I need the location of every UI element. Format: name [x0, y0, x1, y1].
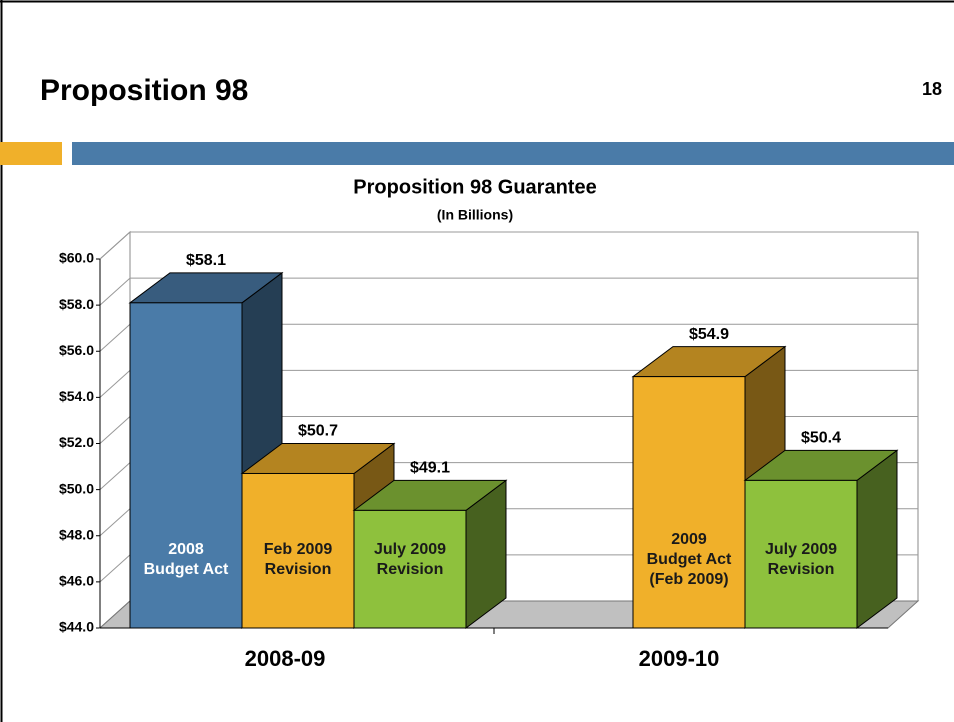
- value-label: $50.7: [298, 423, 338, 440]
- bar: [353, 509, 467, 629]
- bar-label: Feb 2009: [264, 541, 333, 558]
- y-tick-label: $46.0: [59, 573, 94, 589]
- bar-label: Budget Act: [144, 561, 229, 578]
- slide-title: Proposition 98: [40, 74, 248, 107]
- bar: [632, 376, 746, 629]
- value-label: $49.1: [410, 460, 450, 477]
- chart-subtitle: (In Billions): [437, 207, 513, 223]
- page-number: 18: [922, 79, 942, 99]
- accent-bar: [0, 142, 62, 165]
- y-tick-label: $44.0: [59, 619, 94, 635]
- y-tick-label: $60.0: [59, 250, 94, 266]
- bar-label: Revision: [265, 561, 332, 578]
- y-tick-label: $48.0: [59, 526, 94, 542]
- y-tick-label: $56.0: [59, 342, 94, 358]
- bar-side: [856, 449, 898, 629]
- header-bar: [72, 142, 954, 165]
- grid-line: [99, 231, 918, 260]
- bar: [129, 302, 243, 629]
- y-tick-label: $52.0: [59, 434, 94, 450]
- x-tick-label: 2009-10: [639, 646, 720, 671]
- bar-label: (Feb 2009): [649, 571, 728, 588]
- bar-label: Revision: [377, 561, 444, 578]
- y-tick-label: $54.0: [59, 388, 94, 404]
- x-tick-label: 2008-09: [245, 646, 326, 671]
- value-label: $58.1: [186, 252, 226, 269]
- bar-label: Revision: [768, 561, 835, 578]
- bar-label: 2008: [168, 541, 204, 558]
- value-label: $54.9: [689, 326, 729, 343]
- y-tick-label: $58.0: [59, 296, 94, 312]
- bar-label: July 2009: [374, 541, 446, 558]
- chart-title: Proposition 98 Guarantee: [353, 176, 596, 198]
- bar: [241, 472, 355, 629]
- bar-label: Budget Act: [647, 551, 732, 568]
- value-label: $50.4: [801, 430, 841, 447]
- bar: [744, 479, 858, 629]
- y-tick-label: $50.0: [59, 480, 94, 496]
- bar-label: July 2009: [765, 541, 837, 558]
- grid-line: [99, 277, 918, 306]
- bar-label: 2009: [671, 531, 707, 548]
